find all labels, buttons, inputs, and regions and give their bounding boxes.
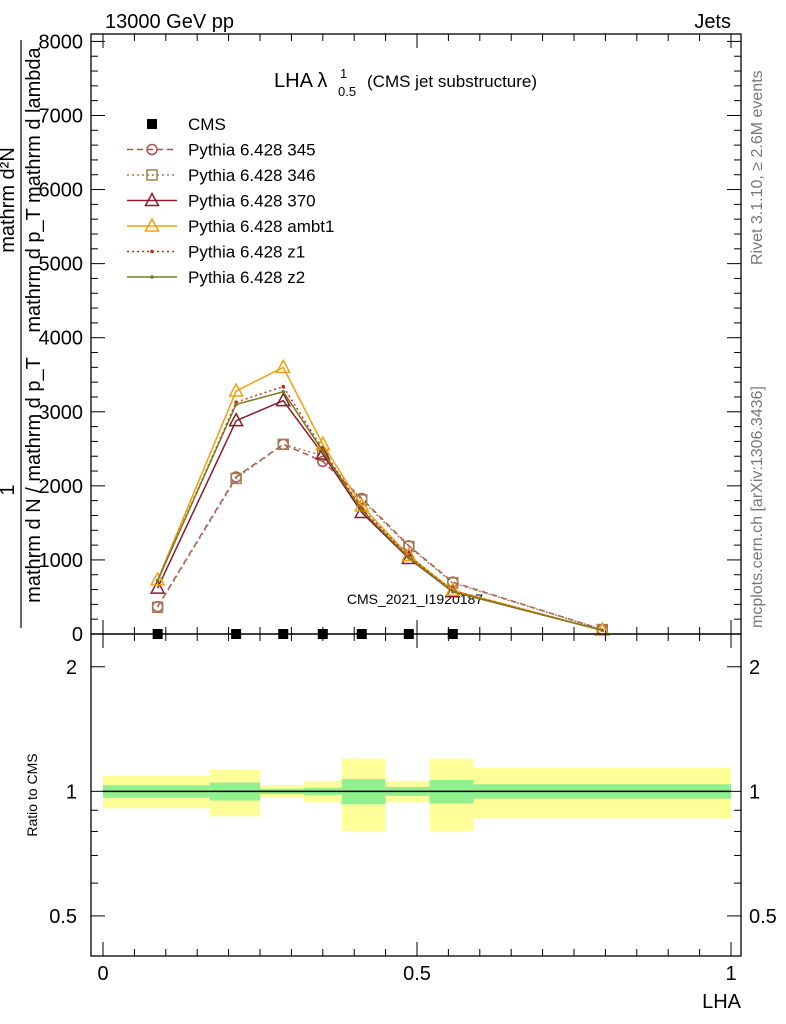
ratio-xtick-label: 0 bbox=[97, 963, 108, 985]
data-point bbox=[228, 382, 244, 397]
legend: CMS Pythia 6.428 345 Pythia 6.428 346 Pythi… bbox=[127, 115, 334, 287]
main-ytick-label: 5000 bbox=[39, 254, 84, 276]
x-axis-label: LHA bbox=[702, 991, 742, 1013]
main-plot: 0 1000 2000 3000 4000 5000 6000 7000 8000 1 mathrm… bbox=[0, 31, 742, 646]
ylabel-one: 1 bbox=[0, 484, 19, 495]
ylabel-denominator-1: mathrm d N / mathrm d p_T bbox=[23, 357, 45, 603]
series-line bbox=[156, 366, 603, 632]
plot-title: LHA λ 1 0.5 (CMS jet substructure) bbox=[274, 66, 537, 99]
main-ytick-label: 3000 bbox=[39, 402, 84, 424]
data-point bbox=[234, 402, 238, 407]
data-point bbox=[228, 412, 244, 427]
ylabel-numerator: mathrm d²N bbox=[0, 147, 19, 253]
legend-marker bbox=[144, 191, 160, 207]
main-ytick-label: 8000 bbox=[39, 31, 84, 53]
data-point bbox=[281, 389, 286, 394]
ratio-ytick-label: 1 bbox=[66, 781, 77, 803]
legend-label: CMS bbox=[188, 115, 226, 134]
ratio-ytick-label-right: 0.5 bbox=[749, 906, 777, 928]
legend-entry: Pythia 6.428 z1 bbox=[127, 243, 305, 262]
ratio-xtick-label: 1 bbox=[725, 963, 736, 985]
ratio-ytick-label-right: 1 bbox=[749, 781, 760, 803]
data-point bbox=[155, 578, 160, 583]
data-point bbox=[281, 384, 286, 389]
legend-entry: Pythia 6.428 370 bbox=[127, 192, 316, 211]
data-point bbox=[277, 438, 289, 451]
plot-title-main: LHA λ bbox=[274, 70, 327, 92]
main-ytick-label: 0 bbox=[72, 624, 83, 646]
legend-label: Pythia 6.428 370 bbox=[188, 192, 316, 211]
ratio-ytick-label: 2 bbox=[66, 657, 77, 679]
legend-label: Pythia 6.428 345 bbox=[188, 141, 316, 160]
data-point bbox=[151, 601, 164, 614]
ratio-ytick-label: 0.5 bbox=[49, 906, 77, 928]
legend-marker bbox=[144, 217, 160, 232]
rivet-label: Rivet 3.1.10, ≥ 2.6M events bbox=[749, 70, 766, 265]
legend-label: Pythia 6.428 346 bbox=[188, 166, 316, 185]
data-point bbox=[359, 508, 364, 513]
series-line bbox=[156, 443, 603, 631]
plot-title-sup: 1 bbox=[340, 66, 347, 81]
plot-title-sub: 0.5 bbox=[338, 84, 356, 99]
ratio-frame bbox=[90, 633, 742, 957]
series-line bbox=[156, 443, 603, 631]
legend-marker bbox=[147, 119, 157, 129]
header-right: Jets bbox=[694, 11, 731, 33]
mcplots-label: mcplots.cern.ch [arXiv:1306.3436] bbox=[749, 386, 766, 628]
main-ytick-label: 1000 bbox=[39, 550, 84, 572]
data-point bbox=[275, 392, 291, 407]
data-point bbox=[321, 449, 325, 453]
legend-entry: Pythia 6.428 ambt1 bbox=[127, 217, 334, 236]
main-ytick-label: 7000 bbox=[39, 105, 84, 127]
plot-subtitle: (CMS jet substructure) bbox=[367, 72, 537, 91]
data-point bbox=[275, 358, 291, 374]
legend-marker bbox=[150, 275, 154, 279]
legend-entry: Pythia 6.428 346 bbox=[127, 166, 316, 185]
data-point bbox=[277, 438, 289, 451]
data-point bbox=[450, 589, 455, 594]
legend-marker bbox=[150, 249, 154, 254]
main-y-axis-label: 1 mathrm d N / mathrm d p_T mathrm d²Nmath… bbox=[0, 40, 45, 628]
data-point bbox=[315, 445, 331, 460]
series-line bbox=[156, 390, 603, 632]
data-point bbox=[407, 555, 411, 560]
data-point bbox=[149, 571, 166, 586]
main-ytick-label: 4000 bbox=[39, 328, 84, 350]
ratio-y-axis-label: Ratio to CMS bbox=[24, 753, 40, 836]
data-point bbox=[600, 628, 605, 633]
ratio-ytick-label-right: 2 bbox=[749, 657, 760, 679]
legend-entry: CMS bbox=[147, 115, 226, 134]
ratio-plot: 0 0.5 1 0.5 0.5 1 1 2 2 LHA Ratio to CMS bbox=[24, 633, 777, 1013]
legend-marker bbox=[146, 169, 158, 181]
data-point bbox=[149, 579, 166, 594]
series-6 bbox=[155, 389, 605, 633]
legend-label: Pythia 6.428 ambt1 bbox=[188, 217, 334, 236]
legend-label: Pythia 6.428 z2 bbox=[188, 268, 305, 287]
legend-entry: Pythia 6.428 z2 bbox=[127, 268, 305, 287]
legend-label: Pythia 6.428 z1 bbox=[188, 243, 305, 262]
legend-marker bbox=[146, 143, 158, 156]
data-point bbox=[230, 472, 242, 485]
ratio-xtick-label: 0.5 bbox=[403, 963, 431, 985]
legend-entry: Pythia 6.428 345 bbox=[127, 141, 316, 160]
main-ytick-label: 2000 bbox=[39, 476, 84, 498]
data-point bbox=[447, 577, 459, 589]
header-left: 13000 GeV pp bbox=[105, 11, 234, 33]
ylabel-denominator-2: mathrm d p_T mathrm d lambda bbox=[23, 46, 45, 332]
main-ytick-label: 6000 bbox=[39, 180, 84, 202]
